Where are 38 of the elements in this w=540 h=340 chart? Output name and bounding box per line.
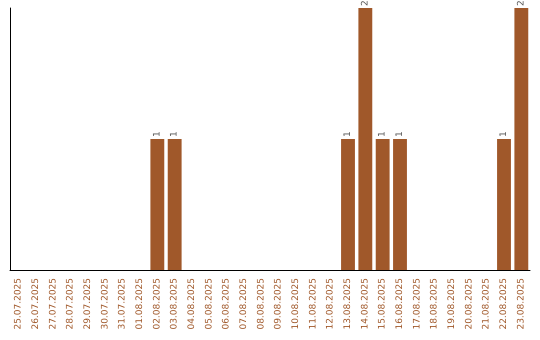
data-label: 1 — [395, 131, 405, 137]
x-tick-label: 15.08.2025 — [378, 278, 388, 330]
x-tick-label: 11.08.2025 — [308, 278, 318, 330]
x-tick-label: 16.08.2025 — [395, 278, 405, 330]
x-tick-label: 10.08.2025 — [291, 278, 301, 330]
x-tick-label: 29.07.2025 — [83, 278, 93, 330]
data-label: 2 — [360, 0, 370, 6]
x-tick-label: 21.08.2025 — [482, 278, 492, 330]
x-tick-label: 07.08.2025 — [239, 278, 249, 330]
x-tick-label: 31.07.2025 — [118, 278, 128, 330]
x-tick-label: 01.08.2025 — [135, 278, 145, 330]
x-tick-label: 23.08.2025 — [516, 278, 526, 330]
x-tick-label: 20.08.2025 — [464, 278, 474, 330]
data-label: 1 — [378, 131, 388, 137]
x-tick-label: 17.08.2025 — [412, 278, 422, 330]
x-tick-label: 18.08.2025 — [430, 278, 440, 330]
x-tick-label: 13.08.2025 — [343, 278, 353, 330]
x-tick-label: 27.07.2025 — [48, 278, 58, 330]
x-tick-label: 26.07.2025 — [31, 278, 41, 330]
data-label: 1 — [152, 131, 162, 137]
x-tick-label: 30.07.2025 — [100, 278, 110, 330]
x-tick-label: 28.07.2025 — [66, 278, 76, 330]
x-tick-label: 12.08.2025 — [326, 278, 336, 330]
x-tick-label: 03.08.2025 — [170, 278, 180, 330]
x-tick-label: 04.08.2025 — [187, 278, 197, 330]
data-label: 1 — [343, 131, 353, 137]
x-tick-label: 08.08.2025 — [256, 278, 266, 330]
x-tick-label: 14.08.2025 — [360, 278, 370, 330]
x-tick-label: 02.08.2025 — [152, 278, 162, 330]
x-tick-label: 25.07.2025 — [14, 278, 24, 330]
data-label: 2 — [516, 0, 526, 6]
x-tick-label: 22.08.2025 — [499, 278, 509, 330]
x-tick-label: 09.08.2025 — [274, 278, 284, 330]
x-tick-label: 06.08.2025 — [222, 278, 232, 330]
x-tick-label: 19.08.2025 — [447, 278, 457, 330]
data-label: 1 — [170, 131, 180, 137]
data-label: 1 — [499, 131, 509, 137]
x-tick-label: 05.08.2025 — [204, 278, 214, 330]
